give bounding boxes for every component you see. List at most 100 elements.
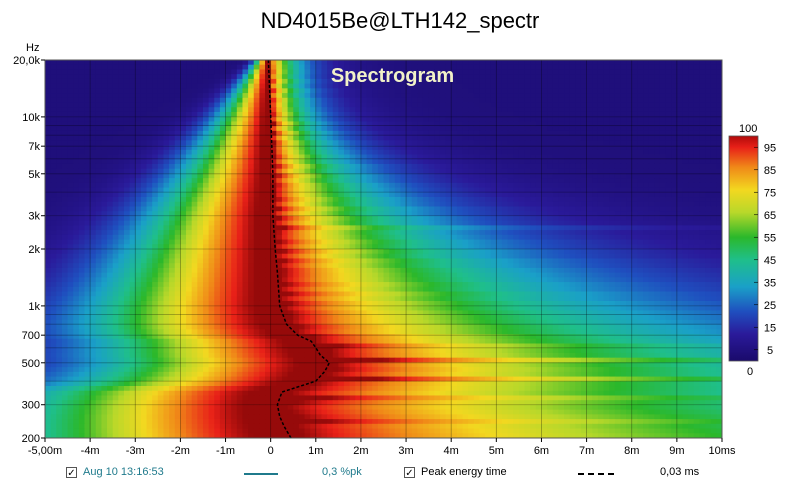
heatmap-cell	[710, 88, 717, 94]
heatmap-cell	[253, 69, 260, 75]
heatmap-cell	[214, 69, 221, 75]
heatmap-cell	[265, 192, 272, 198]
heatmap-cell	[648, 178, 655, 184]
heatmap-cell	[349, 74, 356, 80]
heatmap-cell	[259, 253, 266, 260]
heatmap-cell	[468, 178, 475, 184]
heatmap-cell	[219, 182, 227, 189]
heatmap-cell	[535, 83, 543, 89]
heatmap-cell	[56, 163, 63, 170]
heatmap-cell	[626, 135, 633, 141]
heatmap-cell	[327, 145, 334, 151]
heatmap-cell	[705, 107, 712, 113]
heatmap-cell	[462, 163, 469, 170]
heatmap-cell	[157, 69, 165, 75]
heatmap-cell	[90, 239, 97, 245]
heatmap-cell	[603, 97, 610, 104]
heatmap-cell	[592, 173, 599, 179]
heatmap-cell	[61, 215, 69, 222]
heatmap-cell	[112, 201, 119, 208]
heatmap-cell	[575, 173, 582, 179]
heatmap-cell	[50, 168, 57, 174]
heatmap-cell	[586, 206, 593, 212]
heatmap-cell	[259, 230, 266, 236]
heatmap-cell	[287, 182, 294, 189]
heatmap-cell	[101, 74, 108, 80]
heatmap-cell	[592, 60, 599, 66]
heatmap-cell	[501, 192, 509, 198]
heatmap-cell	[552, 78, 559, 85]
heatmap-cell	[73, 69, 80, 75]
heatmap-cell	[191, 192, 198, 198]
heatmap-cell	[360, 192, 368, 198]
heatmap-cell	[654, 140, 661, 146]
heatmap-cell	[191, 197, 198, 203]
heatmap-cell	[146, 145, 153, 151]
heatmap-cell	[417, 182, 424, 189]
heatmap-cell	[479, 93, 486, 99]
heatmap-cell	[146, 159, 153, 165]
heatmap-cell	[186, 249, 193, 255]
heatmap-cell	[671, 197, 678, 203]
heatmap-cell	[552, 111, 559, 118]
heatmap-cell	[541, 121, 548, 127]
heatmap-cell	[564, 159, 571, 165]
heatmap-cell	[535, 102, 543, 108]
heatmap-cell	[451, 145, 458, 151]
heatmap-cell	[372, 230, 379, 236]
heatmap-cell	[202, 111, 210, 118]
heatmap-cell	[716, 126, 722, 132]
heatmap-cell	[507, 60, 514, 66]
heatmap-cell	[569, 206, 576, 212]
heatmap-cell	[564, 83, 571, 89]
heatmap-cell	[366, 74, 373, 80]
heatmap-cell	[462, 97, 469, 104]
heatmap-cell	[428, 168, 435, 174]
heatmap-cell	[73, 253, 80, 260]
heatmap-cell	[496, 154, 503, 160]
heatmap-cell	[90, 197, 97, 203]
heatmap-cell	[462, 102, 469, 108]
heatmap-cell	[558, 74, 565, 80]
heatmap-cell	[569, 182, 576, 189]
heatmap-cell	[597, 102, 605, 108]
heatmap-cell	[56, 102, 63, 108]
heatmap-cell	[688, 135, 695, 141]
heatmap-cell	[597, 64, 605, 71]
heatmap-cell	[422, 111, 430, 118]
heatmap-cell	[123, 135, 131, 141]
heatmap-cell	[214, 182, 221, 189]
heatmap-cell	[676, 197, 684, 203]
heatmap-cell	[485, 211, 492, 217]
heatmap-cell	[84, 244, 91, 250]
heatmap-cell	[513, 64, 520, 71]
heatmap-cell	[682, 239, 689, 245]
heatmap-cell	[654, 220, 661, 226]
heatmap-cell	[152, 211, 159, 217]
heatmap-cell	[586, 107, 593, 113]
heatmap-cell	[501, 121, 509, 127]
heatmap-cell	[293, 187, 300, 193]
heatmap-cell	[428, 253, 435, 260]
heatmap-cell	[389, 215, 396, 222]
heatmap-cell	[524, 126, 531, 132]
heatmap-cell	[219, 64, 227, 71]
heatmap-cell	[564, 249, 571, 255]
heatmap-cell	[445, 244, 452, 250]
heatmap-cell	[394, 111, 402, 118]
heatmap-cell	[315, 135, 323, 141]
heatmap-cell	[558, 168, 565, 174]
heatmap-cell	[78, 249, 86, 255]
heatmap-cell	[535, 121, 543, 127]
heatmap-cell	[281, 97, 289, 104]
heatmap-cell	[355, 111, 362, 118]
heatmap-cell	[219, 197, 227, 203]
heatmap-cell	[501, 130, 509, 137]
heatmap-cell	[349, 215, 356, 222]
heatmap-cell	[186, 78, 193, 85]
heatmap-cell	[208, 83, 215, 89]
heatmap-cell	[422, 173, 430, 179]
heatmap-cell	[310, 215, 317, 222]
heatmap-cell	[654, 78, 661, 85]
heatmap-cell	[614, 197, 622, 203]
